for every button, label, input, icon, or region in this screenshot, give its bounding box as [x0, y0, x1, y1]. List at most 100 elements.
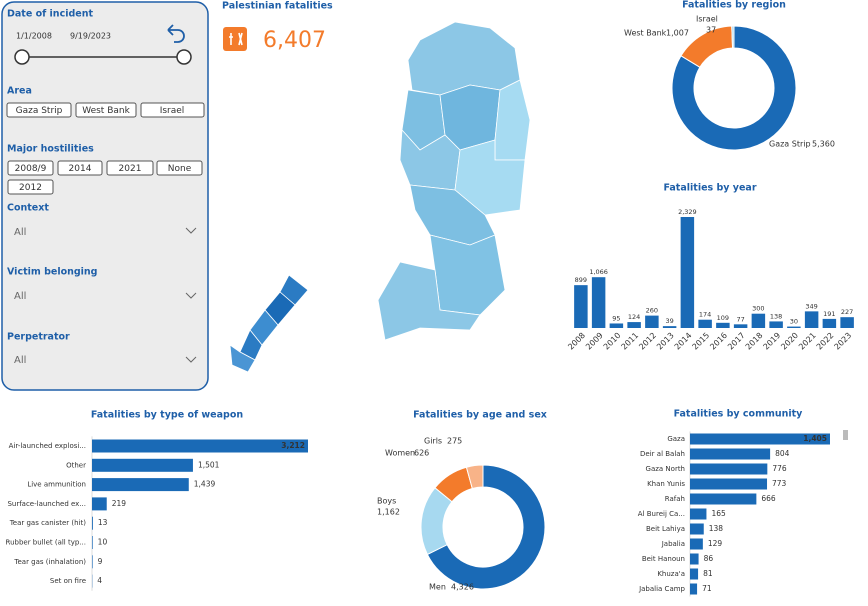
data-label: 300 — [752, 305, 764, 313]
x-tick-label: 2020 — [779, 331, 800, 352]
category-label: Deir al Balah — [640, 450, 685, 458]
bar — [92, 439, 308, 453]
data-label: 81 — [703, 569, 713, 578]
data-label: 4 — [97, 576, 102, 585]
kpi-title: Palestinian fatalities — [222, 1, 333, 12]
dropdown-value: All — [14, 291, 26, 302]
kpi-icon — [223, 27, 247, 51]
filter-button[interactable]: West Bank — [75, 102, 137, 118]
chart-title: Fatalities by year — [663, 183, 756, 194]
bar — [690, 478, 768, 490]
kpi-icon-figure — [229, 32, 243, 46]
donut-slice — [731, 25, 735, 49]
data-label: 77 — [736, 315, 744, 323]
bar — [627, 322, 641, 328]
filter-button[interactable]: None — [156, 160, 203, 176]
data-label: 3,212 — [281, 441, 305, 450]
slider-handle[interactable] — [14, 49, 30, 65]
filter-button[interactable]: 2021 — [106, 160, 154, 176]
category-label: Set on fire — [50, 577, 86, 585]
button-label: 2008/9 — [15, 164, 47, 174]
bar — [716, 322, 730, 328]
donut-slice — [671, 25, 797, 151]
category-label: Live ammunition — [27, 481, 86, 489]
chart-title: Fatalities by type of weapon — [91, 410, 244, 421]
data-label: 138 — [770, 312, 782, 320]
bar — [662, 326, 677, 328]
filter-button[interactable]: Gaza Strip — [6, 102, 72, 118]
data-label: 165 — [711, 509, 726, 518]
filter-button[interactable]: 2014 — [57, 160, 103, 176]
data-label: 71 — [702, 584, 712, 593]
category-label: Al Bureij Ca... — [638, 510, 685, 518]
filter-button[interactable]: 2008/9 — [7, 160, 54, 176]
bar — [690, 538, 703, 550]
kpi-value: 6,407 — [263, 28, 326, 53]
data-label: 219 — [112, 499, 127, 508]
data-label: 95 — [612, 314, 620, 322]
x-tick-label: 2009 — [584, 331, 605, 352]
bar — [698, 319, 712, 328]
filter-button[interactable]: 2012 — [7, 179, 54, 195]
data-label: 349 — [805, 302, 817, 310]
data-label: 899 — [575, 276, 587, 284]
bar — [92, 478, 189, 492]
button-label: Gaza Strip — [16, 106, 63, 116]
filter-title: Major hostilities — [7, 144, 94, 155]
slice-value: 5,360 — [812, 140, 835, 149]
reset-icon[interactable] — [167, 24, 185, 43]
category-label: Beit Lahiya — [646, 525, 685, 533]
dropdown[interactable]: All — [14, 291, 197, 302]
x-tick-label: 2016 — [708, 331, 729, 352]
category-label: Gaza North — [646, 465, 685, 473]
bar — [822, 318, 837, 328]
x-tick-label: 2017 — [726, 331, 747, 352]
filter-button[interactable]: Israel — [140, 102, 205, 118]
slice-label: Girls — [424, 437, 442, 446]
data-label: 776 — [772, 464, 787, 473]
filter-panel — [1, 1, 209, 391]
x-tick-label: 2018 — [744, 331, 765, 352]
data-label: 86 — [704, 554, 714, 563]
bar — [92, 497, 107, 511]
bar — [840, 317, 854, 328]
slider-handle[interactable] — [176, 49, 192, 65]
dropdown[interactable]: All — [14, 227, 197, 238]
bar — [733, 324, 748, 328]
button-label: 2012 — [19, 183, 42, 193]
data-label: 227 — [841, 308, 853, 316]
category-label: Khan Yunis — [647, 480, 685, 488]
chart-title: Fatalities by community — [674, 409, 804, 420]
data-label: 260 — [646, 307, 658, 315]
data-label: 10 — [98, 538, 108, 547]
data-label: 30 — [790, 318, 798, 326]
button-label: West Bank — [82, 106, 130, 116]
data-label: 804 — [775, 449, 790, 458]
bar — [609, 323, 624, 328]
slice-value: 275 — [447, 437, 462, 446]
chart-title: Fatalities by age and sex — [413, 410, 547, 421]
category-label: Khuza'a — [657, 570, 685, 578]
bar — [690, 433, 830, 445]
button-label: 2021 — [119, 164, 142, 174]
button-label: 2014 — [69, 164, 92, 174]
bar — [680, 217, 695, 328]
bar — [591, 277, 606, 328]
data-label: 773 — [772, 479, 787, 488]
category-label: Gaza — [667, 435, 685, 443]
x-tick-label: 2008 — [566, 331, 587, 352]
donut-slice — [465, 464, 484, 490]
bar — [92, 536, 93, 549]
scrollbar[interactable] — [843, 430, 848, 440]
bar — [690, 568, 699, 580]
bar — [804, 311, 819, 328]
bar — [92, 458, 193, 472]
slice-label: Israel — [696, 15, 718, 24]
dropdown[interactable]: All — [14, 355, 197, 366]
bar — [751, 313, 766, 328]
data-label: 666 — [761, 494, 776, 503]
bar — [574, 285, 588, 328]
dropdown-value: All — [14, 355, 26, 366]
data-label: 191 — [823, 310, 835, 318]
bar — [690, 493, 757, 505]
